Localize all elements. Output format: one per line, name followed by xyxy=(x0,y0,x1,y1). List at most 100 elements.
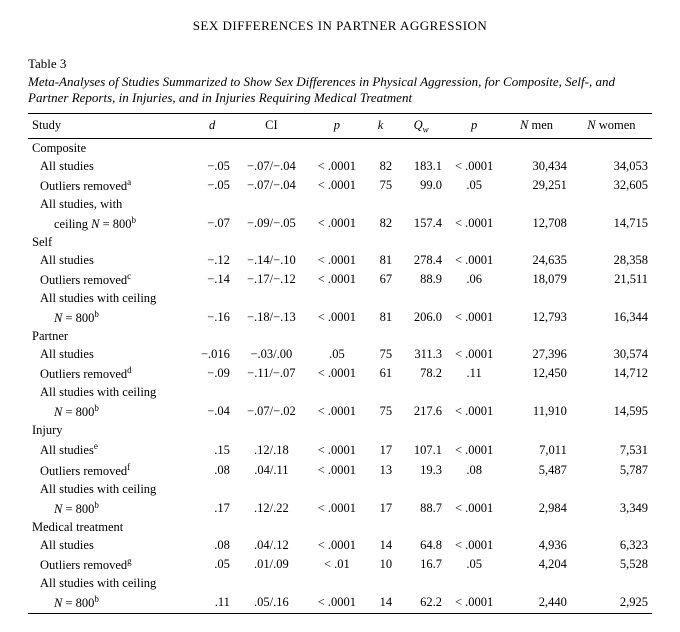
cell: 2,984 xyxy=(502,498,571,518)
table-row: Outliers removedf.08.04/.11< .00011319.3… xyxy=(28,460,652,480)
cell: 4,204 xyxy=(502,554,571,574)
cell: 75 xyxy=(365,402,396,422)
cell: −.07/−.04 xyxy=(234,157,309,175)
table-row: Outliers removedc−.14−.17/−.12< .0001678… xyxy=(28,269,652,289)
cell: .08 xyxy=(190,460,234,480)
table-section-row: Composite xyxy=(28,139,652,158)
cell: −.05 xyxy=(190,175,234,195)
cell: < .0001 xyxy=(446,593,502,614)
cell: < .0001 xyxy=(309,175,365,195)
cell: 183.1 xyxy=(396,157,446,175)
cell: 5,787 xyxy=(571,460,652,480)
table-row: Outliers removedd−.09−.11/−.07< .0001617… xyxy=(28,364,652,384)
cell: 311.3 xyxy=(396,346,446,364)
cell: 278.4 xyxy=(396,251,446,269)
cell: 14,595 xyxy=(571,402,652,422)
cell: −.11/−.07 xyxy=(234,364,309,384)
cell: 27,396 xyxy=(502,346,571,364)
table-row: Outliers removedg.05.01/.09< .011016.7.0… xyxy=(28,554,652,574)
cell: 12,793 xyxy=(502,307,571,327)
col-p1: p xyxy=(309,113,365,139)
cell: −.14/−.10 xyxy=(234,251,309,269)
cell: 32,605 xyxy=(571,175,652,195)
cell: 7,011 xyxy=(502,440,571,460)
cell: 17 xyxy=(365,498,396,518)
table-row: Outliers removeda−.05−.07/−.04< .0001759… xyxy=(28,175,652,195)
col-d: d xyxy=(190,113,234,139)
cell: < .0001 xyxy=(309,593,365,614)
cell: .04/.12 xyxy=(234,536,309,554)
cell: 13 xyxy=(365,460,396,480)
table-section-row: Medical treatment xyxy=(28,518,652,536)
cell: 28,358 xyxy=(571,251,652,269)
cell: −.04 xyxy=(190,402,234,422)
table-row: All studies with ceiling xyxy=(28,480,652,498)
cell: 4,936 xyxy=(502,536,571,554)
cell: .05 xyxy=(309,346,365,364)
cell: .01/.09 xyxy=(234,554,309,574)
table-header-row: Study d CI p k Qw p N men N women xyxy=(28,113,652,139)
cell: .06 xyxy=(446,269,502,289)
cell: .11 xyxy=(446,364,502,384)
cell: −.07/−.02 xyxy=(234,402,309,422)
table-caption: Meta-Analyses of Studies Summarized to S… xyxy=(28,74,652,107)
cell: .12/.22 xyxy=(234,498,309,518)
cell: < .0001 xyxy=(446,498,502,518)
cell: 217.6 xyxy=(396,402,446,422)
table-row: N = 800b−.04−.07/−.02< .000175217.6< .00… xyxy=(28,402,652,422)
cell: < .0001 xyxy=(446,307,502,327)
cell: .08 xyxy=(190,536,234,554)
cell: < .0001 xyxy=(446,536,502,554)
cell: < .0001 xyxy=(309,157,365,175)
cell: < .0001 xyxy=(446,402,502,422)
cell: −.03/.00 xyxy=(234,346,309,364)
cell: 11,910 xyxy=(502,402,571,422)
cell: −.07 xyxy=(190,213,234,233)
cell: 206.0 xyxy=(396,307,446,327)
table-body: CompositeAll studies−.05−.07/−.04< .0001… xyxy=(28,139,652,614)
cell: 99.0 xyxy=(396,175,446,195)
cell: 30,434 xyxy=(502,157,571,175)
col-nwomen: N women xyxy=(571,113,652,139)
cell: 2,440 xyxy=(502,593,571,614)
cell: < .0001 xyxy=(309,213,365,233)
cell: < .0001 xyxy=(309,402,365,422)
cell: < .0001 xyxy=(309,536,365,554)
cell: −.09/−.05 xyxy=(234,213,309,233)
cell: < .0001 xyxy=(309,307,365,327)
table-row: All studies with ceiling xyxy=(28,575,652,593)
table-row: All studies−.016−.03/.00.0575311.3< .000… xyxy=(28,346,652,364)
cell: < .0001 xyxy=(446,213,502,233)
cell: < .0001 xyxy=(446,346,502,364)
cell: −.14 xyxy=(190,269,234,289)
cell: 88.7 xyxy=(396,498,446,518)
cell: 14,712 xyxy=(571,364,652,384)
cell: < .0001 xyxy=(446,157,502,175)
table-section-row: Self xyxy=(28,233,652,251)
cell: .11 xyxy=(190,593,234,614)
cell: 3,349 xyxy=(571,498,652,518)
cell: .15 xyxy=(190,440,234,460)
cell: 14 xyxy=(365,593,396,614)
table-row: All studies−.05−.07/−.04< .000182183.1< … xyxy=(28,157,652,175)
cell: 61 xyxy=(365,364,396,384)
cell: 67 xyxy=(365,269,396,289)
cell: 81 xyxy=(365,251,396,269)
table-row: N = 800b.11.05/.16< .00011462.2< .00012,… xyxy=(28,593,652,614)
col-p2: p xyxy=(446,113,502,139)
cell: 62.2 xyxy=(396,593,446,614)
cell: 82 xyxy=(365,157,396,175)
col-k: k xyxy=(365,113,396,139)
cell: 7,531 xyxy=(571,440,652,460)
table-row: N = 800b.17.12/.22< .00011788.7< .00012,… xyxy=(28,498,652,518)
cell: 5,528 xyxy=(571,554,652,574)
cell: < .0001 xyxy=(309,364,365,384)
cell: 30,574 xyxy=(571,346,652,364)
cell: < .0001 xyxy=(446,251,502,269)
table-section-row: Injury xyxy=(28,422,652,440)
cell: −.17/−.12 xyxy=(234,269,309,289)
cell: < .0001 xyxy=(309,269,365,289)
cell: 82 xyxy=(365,213,396,233)
table-row: All studies−.12−.14/−.10< .000181278.4< … xyxy=(28,251,652,269)
cell: 10 xyxy=(365,554,396,574)
